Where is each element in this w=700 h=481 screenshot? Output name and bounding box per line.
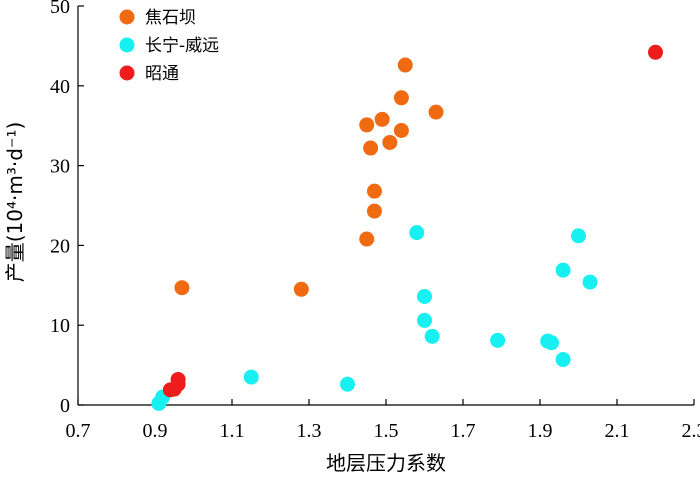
data-point-series-1: [174, 280, 190, 296]
data-point-series-1: [393, 122, 409, 138]
y-tick-label: 30: [50, 156, 70, 178]
y-tick-label: 0: [60, 395, 70, 417]
data-points: [151, 44, 663, 411]
data-point-series-3: [170, 371, 186, 387]
x-tick-label: 1.7: [451, 420, 476, 442]
x-tick-label: 1.9: [528, 420, 553, 442]
data-point-series-2: [417, 288, 432, 304]
legend-label: 昭通: [145, 64, 179, 84]
data-point-series-3: [648, 44, 663, 60]
y-axis-label: 产量(10⁴·m³·d⁻¹): [3, 122, 27, 283]
data-point-series-1: [428, 104, 444, 120]
y-tick-label: 40: [50, 76, 70, 98]
data-point-series-1: [363, 140, 379, 156]
data-point-series-1: [397, 57, 413, 73]
data-point-series-1: [366, 183, 382, 199]
data-point-series-1: [366, 203, 382, 219]
y-tick-label: 50: [50, 0, 70, 18]
legend-marker: [119, 65, 135, 81]
x-axis-label: 地层压力系数: [326, 451, 446, 475]
x-tick-label: 1.1: [220, 420, 245, 442]
legend-marker: [119, 9, 135, 25]
data-point-series-2: [243, 369, 259, 385]
ticks: 0.7 0.9 1.1 1.3 1.5 1.7 1.9 2.1 2.3 0 10 20 30 40 50: [50, 0, 700, 442]
data-point-series-2: [340, 376, 355, 392]
x-tick-label: 0.9: [143, 420, 168, 442]
x-tick-label: 2.1: [605, 420, 630, 442]
data-point-series-1: [382, 134, 398, 150]
data-point-series-1: [393, 90, 409, 106]
data-point-series-1: [374, 111, 390, 127]
data-point-series-1: [293, 281, 309, 297]
data-point-series-2: [409, 225, 425, 241]
data-point-series-2: [424, 328, 440, 344]
data-point-series-2: [571, 228, 586, 244]
data-point-series-2: [490, 332, 506, 348]
data-point-series-2: [582, 274, 598, 290]
data-point-series-2: [555, 352, 571, 368]
data-point-series-2: [544, 335, 560, 351]
legend-label: 焦石坝: [145, 8, 196, 28]
x-tick-label: 0.7: [66, 420, 91, 442]
x-tick-label: 2.3: [682, 420, 700, 442]
legend-marker: [119, 37, 135, 53]
data-point-series-1: [359, 117, 375, 133]
data-point-series-2: [555, 262, 571, 278]
data-point-series-1: [359, 231, 375, 247]
y-tick-label: 20: [50, 235, 70, 257]
y-tick-label: 10: [50, 315, 70, 337]
legend-label: 长宁-威远: [145, 36, 219, 56]
data-point-series-2: [417, 312, 432, 328]
x-tick-label: 1.5: [374, 420, 399, 442]
x-tick-label: 1.3: [297, 420, 322, 442]
